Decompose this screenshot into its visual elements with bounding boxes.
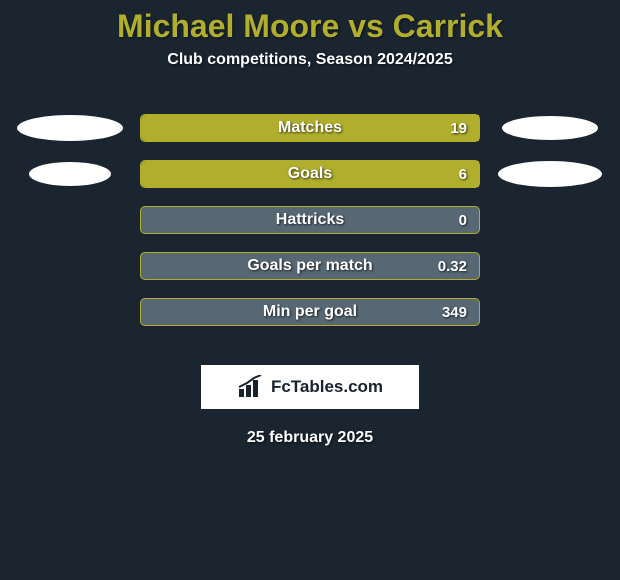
stat-label: Goals <box>288 165 332 183</box>
player-ellipse-right <box>498 161 602 187</box>
page-title: Michael Moore vs Carrick <box>0 0 620 45</box>
player-ellipse-right <box>502 116 598 140</box>
left-side <box>10 162 130 186</box>
player-ellipse-left <box>17 115 123 141</box>
stat-bar: Hattricks 0 <box>140 206 480 234</box>
player-ellipse-left <box>29 162 111 186</box>
right-side <box>490 161 610 187</box>
stat-label: Hattricks <box>276 211 344 229</box>
stat-value: 349 <box>442 304 467 321</box>
stat-value: 6 <box>459 166 467 183</box>
stat-value: 0.32 <box>438 258 467 275</box>
subtitle: Club competitions, Season 2024/2025 <box>0 51 620 69</box>
stat-value: 0 <box>459 212 467 229</box>
stat-label: Min per goal <box>263 303 357 321</box>
date-text: 25 february 2025 <box>0 429 620 447</box>
brand-box: FcTables.com <box>201 365 419 409</box>
stat-bar: Matches 19 <box>140 114 480 142</box>
stat-value: 19 <box>450 120 467 137</box>
left-side <box>10 115 130 141</box>
stat-row: Goals 6 <box>0 151 620 197</box>
right-side <box>490 116 610 140</box>
stat-label: Goals per match <box>247 257 372 275</box>
stat-bar: Goals 6 <box>140 160 480 188</box>
stat-label: Matches <box>278 119 342 137</box>
stat-bar: Goals per match 0.32 <box>140 252 480 280</box>
stats-container: Matches 19 Goals 6 Hattricks 0 Goals per match… <box>0 105 620 335</box>
stat-row: Matches 19 <box>0 105 620 151</box>
stat-bar: Min per goal 349 <box>140 298 480 326</box>
stat-row: Hattricks 0 <box>0 197 620 243</box>
brand-icon <box>237 375 265 399</box>
stat-row: Min per goal 349 <box>0 289 620 335</box>
brand-text: FcTables.com <box>271 377 383 397</box>
stat-row: Goals per match 0.32 <box>0 243 620 289</box>
